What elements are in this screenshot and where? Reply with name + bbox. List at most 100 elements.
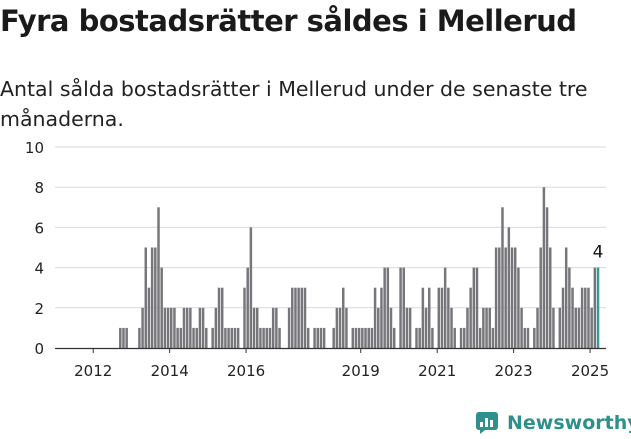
bar (377, 307, 380, 348)
bar (227, 327, 230, 348)
bar (192, 327, 195, 348)
bar (119, 327, 122, 348)
bar (580, 287, 584, 348)
brand-name: Newsworthy (507, 412, 631, 434)
bar-highlight (596, 267, 600, 348)
chart-subtitle: Antal sålda bostadsrätter i Mellerud und… (0, 77, 588, 131)
bar (463, 327, 466, 348)
bar (303, 287, 307, 348)
bar (166, 307, 170, 348)
bar (373, 287, 377, 348)
bar (198, 307, 202, 348)
x-tick-label: 2019 (342, 362, 380, 380)
bar (513, 247, 517, 348)
bar (243, 287, 246, 348)
y-tick-label: 6 (34, 219, 44, 237)
bar (341, 287, 345, 348)
bar (332, 327, 335, 348)
bar (173, 307, 176, 348)
bar (501, 207, 504, 348)
bar (491, 327, 495, 348)
bar (526, 327, 530, 348)
bar (564, 247, 568, 348)
bar (459, 327, 463, 348)
bar (319, 327, 323, 348)
bar (354, 327, 358, 348)
bar (306, 327, 310, 348)
x-tick-label: 2023 (495, 362, 533, 380)
bar (424, 307, 428, 348)
bar (150, 247, 154, 348)
bar (338, 307, 342, 348)
bar (542, 187, 546, 348)
bar (427, 287, 431, 348)
bar (421, 287, 425, 348)
bar (313, 327, 316, 348)
bar (297, 287, 300, 348)
bar (316, 327, 320, 348)
bar (265, 327, 269, 348)
bar (224, 327, 227, 348)
bar (141, 307, 144, 348)
bar (533, 327, 536, 348)
bar (220, 287, 224, 348)
bar (415, 327, 418, 348)
x-tick-label: 2016 (227, 362, 265, 380)
bar (125, 327, 128, 348)
bar (552, 307, 555, 348)
bar (574, 307, 577, 348)
bar (154, 247, 157, 348)
bar (211, 327, 214, 348)
bar (453, 327, 456, 348)
bar (440, 287, 444, 348)
bar (472, 267, 476, 348)
y-tick-label: 8 (34, 179, 44, 197)
bar (405, 307, 409, 348)
bar (392, 327, 396, 348)
bar (466, 307, 469, 348)
bar (278, 327, 281, 348)
bar (176, 327, 179, 348)
bar (170, 307, 173, 348)
bar (236, 327, 240, 348)
bar (249, 227, 253, 348)
bar (345, 307, 348, 348)
bar (590, 307, 593, 348)
bar (300, 287, 304, 348)
bar (287, 307, 291, 348)
bar (399, 267, 402, 348)
bar (217, 287, 221, 348)
bar (584, 287, 587, 348)
x-tick-label: 2025 (571, 362, 609, 380)
y-tick-label: 0 (34, 340, 44, 358)
bar (367, 327, 370, 348)
bar (189, 307, 192, 348)
bar (549, 247, 552, 348)
bar (262, 327, 265, 348)
bar (485, 307, 488, 348)
bar (160, 267, 163, 348)
bar (138, 327, 141, 348)
bar (568, 267, 571, 348)
bar (520, 307, 523, 348)
y-tick-label: 10 (25, 139, 44, 157)
bar (163, 307, 167, 348)
bar (335, 307, 339, 348)
bar (185, 307, 189, 348)
bar (122, 327, 125, 348)
bar (357, 327, 361, 348)
bar (517, 267, 520, 348)
bar (389, 307, 393, 348)
bar (182, 307, 186, 348)
bar (259, 327, 262, 348)
axes: 0 2 4 6 8 10 2012 2014 2016 2019 2021 2023 2025 (25, 139, 609, 380)
bar (437, 287, 441, 348)
bar (246, 267, 249, 348)
bar (322, 327, 326, 348)
bar (386, 267, 390, 348)
bar (201, 307, 205, 348)
bar (558, 307, 562, 348)
bar (478, 327, 482, 348)
bar (539, 247, 542, 348)
